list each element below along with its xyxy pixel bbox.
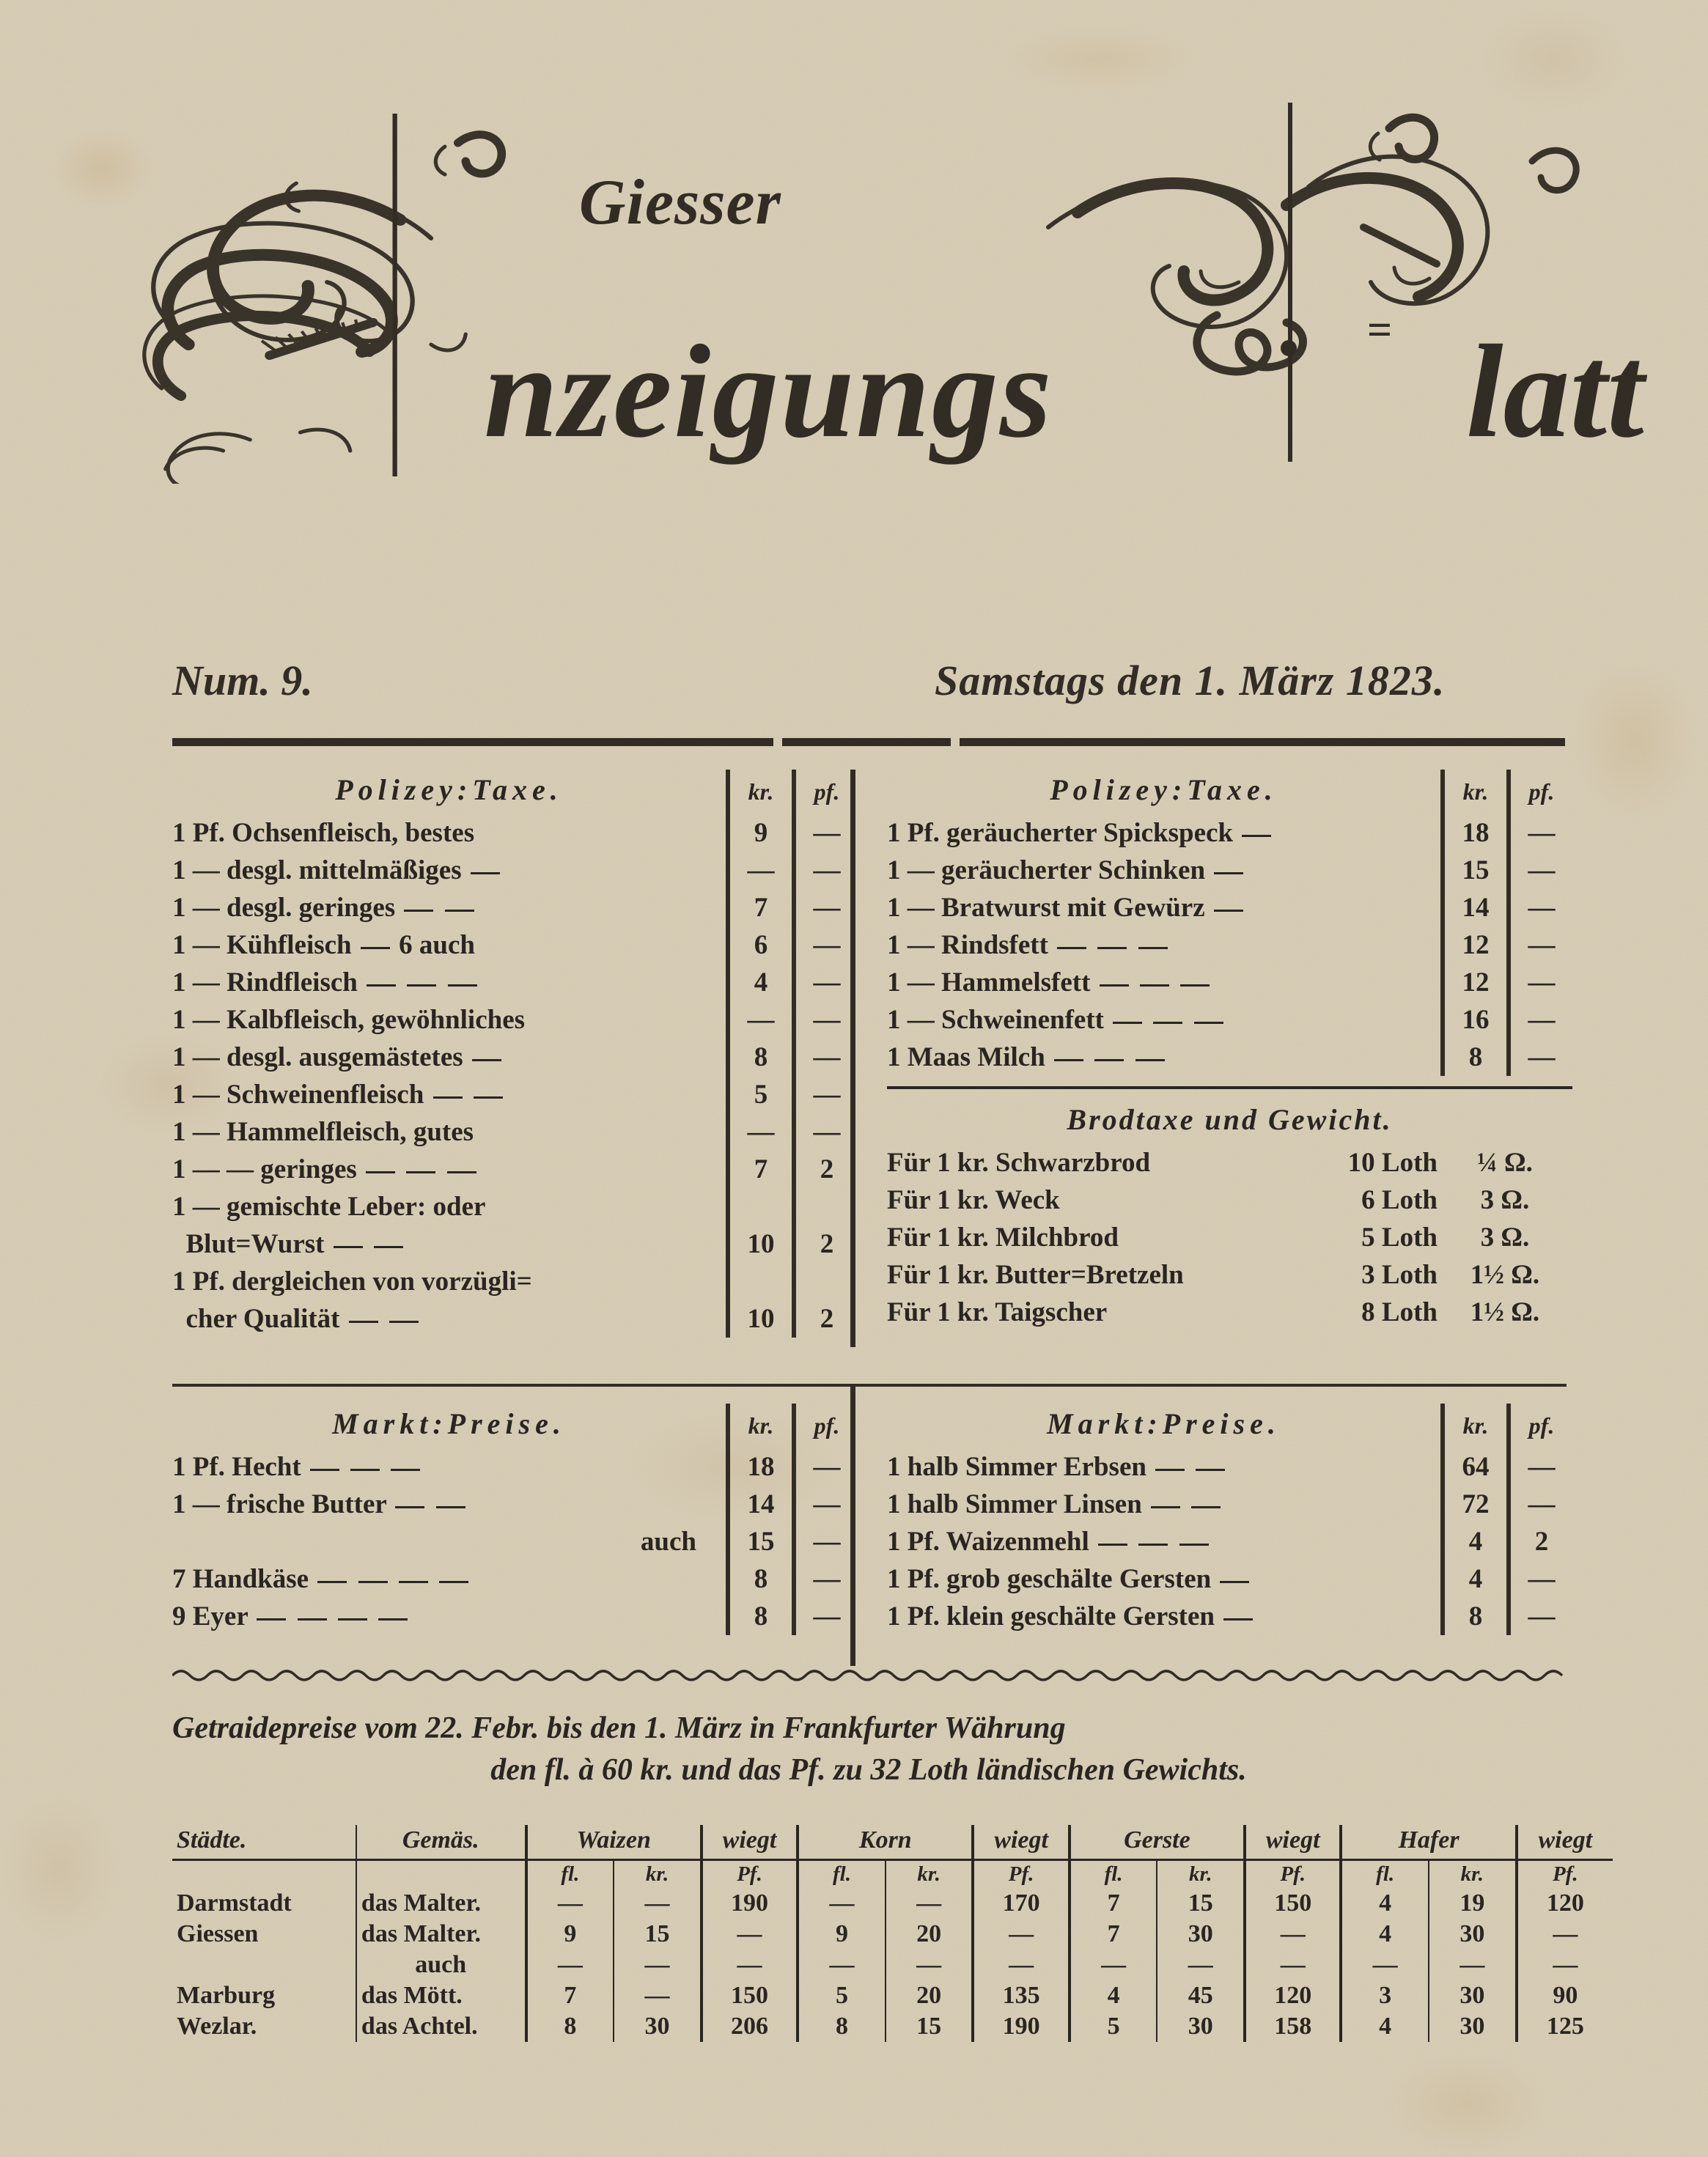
svg-text:latt: latt [1466,318,1648,465]
svg-text:nzeigungs: nzeigungs [484,318,1053,465]
svg-text:Giesser: Giesser [579,167,781,238]
svg-text:=: = [1367,306,1392,354]
